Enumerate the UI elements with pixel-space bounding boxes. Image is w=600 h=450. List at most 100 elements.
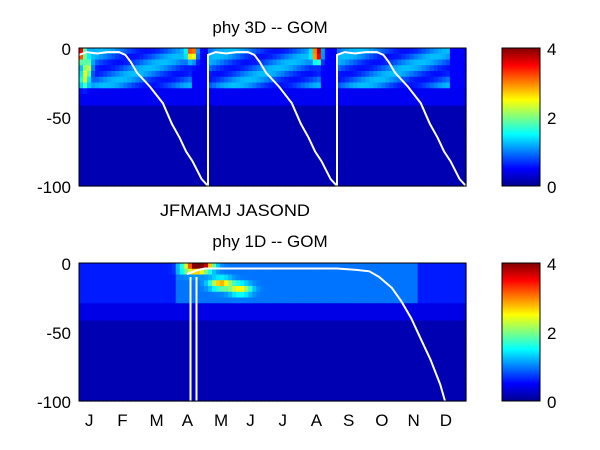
heatmap-cell <box>260 99 266 107</box>
heatmap-cell <box>405 291 411 299</box>
heatmap-cell <box>111 332 116 339</box>
heatmap-cell <box>244 383 249 391</box>
heatmap-cell <box>103 268 108 276</box>
heatmap-cell <box>111 65 116 72</box>
heatmap-cell <box>385 151 391 158</box>
heatmap-cell <box>421 168 427 176</box>
heatmap-cell <box>143 286 149 293</box>
heatmap-cell <box>284 337 290 345</box>
heatmap-cell <box>320 303 326 310</box>
heatmap-cell <box>373 372 378 379</box>
heatmap-cell <box>91 53 96 61</box>
heatmap-cell <box>183 82 189 89</box>
heatmap-cell <box>284 286 290 293</box>
heatmap-cell <box>107 174 112 181</box>
heatmap-cell <box>345 134 350 141</box>
heatmap-cell <box>288 263 294 270</box>
heatmap-cell <box>248 157 253 164</box>
heatmap-cell <box>461 343 467 350</box>
heatmap-cell <box>300 389 306 396</box>
heatmap-cell <box>453 274 459 281</box>
heatmap-cell <box>369 395 374 402</box>
heatmap-cell <box>341 48 346 55</box>
heatmap-cell <box>381 320 386 327</box>
heatmap-cell <box>300 291 306 299</box>
heatmap-cell <box>95 291 100 299</box>
heatmap-cell <box>377 366 382 373</box>
heatmap-cell <box>337 332 342 339</box>
heatmap-cell <box>288 128 294 135</box>
heatmap-cell <box>316 145 322 153</box>
heatmap-cell <box>268 280 274 287</box>
heatmap-cell <box>401 140 407 147</box>
heatmap-cell <box>337 383 342 391</box>
panel-1d-xtick-7: A <box>311 411 323 430</box>
heatmap-cell <box>385 88 391 95</box>
heatmap-cell <box>369 291 374 299</box>
heatmap-cell <box>83 297 88 304</box>
heatmap-cell <box>103 378 108 385</box>
heatmap-cell <box>95 378 100 385</box>
heatmap-cell <box>248 94 253 101</box>
heatmap-cell <box>308 297 314 304</box>
heatmap-cell <box>79 326 84 333</box>
heatmap-cell <box>199 372 205 379</box>
heatmap-cell <box>332 140 338 147</box>
heatmap-cell <box>87 145 92 153</box>
heatmap-cell <box>445 372 451 379</box>
heatmap-cell <box>95 53 100 61</box>
heatmap-cell <box>175 180 181 187</box>
heatmap-cell <box>357 268 362 276</box>
heatmap-cell <box>216 372 221 379</box>
heatmap-cell <box>332 274 338 281</box>
heatmap-cell <box>272 297 278 304</box>
heatmap-cell <box>131 53 137 61</box>
heatmap-cell <box>244 355 249 362</box>
heatmap-cell <box>437 82 443 89</box>
heatmap-cell <box>208 360 213 368</box>
heatmap-cell <box>272 99 278 107</box>
heatmap-cell <box>409 286 415 293</box>
heatmap-cell <box>385 268 391 276</box>
heatmap-cell <box>119 263 124 270</box>
heatmap-cell <box>203 134 209 141</box>
heatmap-cell <box>304 76 310 84</box>
heatmap-cell <box>191 383 197 391</box>
heatmap-cell <box>361 65 366 72</box>
heatmap-cell <box>175 263 181 270</box>
heatmap-cell <box>353 286 358 293</box>
heatmap-cell <box>324 128 330 135</box>
heatmap-cell <box>461 82 467 89</box>
heatmap-cell <box>264 59 270 66</box>
heatmap-cell <box>236 117 241 124</box>
heatmap-cell <box>224 174 229 181</box>
heatmap-cell <box>115 355 120 362</box>
heatmap-cell <box>244 280 249 287</box>
heatmap-cell <box>107 332 112 339</box>
heatmap-cell <box>280 111 286 118</box>
heatmap-cell <box>413 297 419 304</box>
heatmap-cell <box>421 128 427 135</box>
heatmap-cell <box>155 105 161 112</box>
heatmap-cell <box>401 309 407 316</box>
heatmap-cell <box>429 180 435 187</box>
heatmap-cell <box>284 349 290 356</box>
heatmap-cell <box>115 314 120 322</box>
heatmap-cell <box>252 286 257 293</box>
heatmap-cell <box>236 309 241 316</box>
heatmap-cell <box>107 53 112 61</box>
heatmap-cell <box>240 76 245 84</box>
heatmap-cell <box>220 326 225 333</box>
heatmap-cell <box>405 314 411 322</box>
heatmap-cell <box>91 76 96 84</box>
heatmap-cell <box>244 314 249 322</box>
heatmap-cell <box>385 286 391 293</box>
heatmap-cell <box>341 174 346 181</box>
heatmap-cell <box>216 53 221 61</box>
heatmap-cell <box>99 303 104 310</box>
heatmap-cell <box>199 314 205 322</box>
heatmap-cell <box>159 372 165 379</box>
heatmap-cell <box>300 372 306 379</box>
heatmap-cell <box>280 268 286 276</box>
heatmap-cell <box>445 145 451 153</box>
